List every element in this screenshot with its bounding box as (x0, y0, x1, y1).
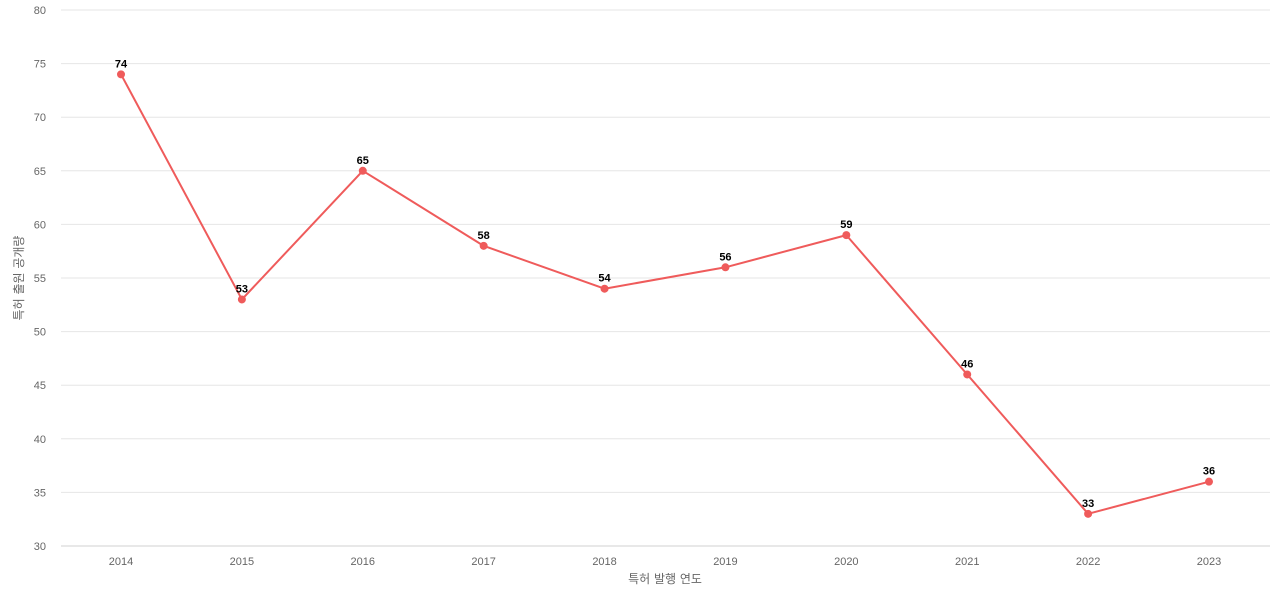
data-label: 58 (478, 230, 490, 242)
x-tick-label: 2017 (471, 556, 495, 568)
data-label: 46 (961, 358, 973, 370)
data-point[interactable] (963, 370, 972, 379)
x-tick-label: 2015 (230, 556, 254, 568)
x-axis-ticks: 2014 2015 2016 2017 2018 2019 2020 2021 2022 2023 (109, 556, 1221, 568)
y-tick-label: 80 (34, 5, 46, 17)
data-label: 54 (598, 273, 611, 285)
data-point[interactable] (600, 284, 609, 293)
data-point[interactable] (237, 295, 246, 304)
data-label: 53 (236, 283, 248, 295)
x-axis-title: 특허 발행 연도 (628, 571, 702, 586)
x-tick-label: 2014 (109, 556, 133, 568)
series-line-group (120, 73, 1210, 515)
x-tick-label: 2021 (955, 556, 979, 568)
x-tick-label: 2023 (1197, 556, 1221, 568)
data-label: 56 (719, 251, 731, 263)
data-label: 74 (115, 58, 128, 70)
data-point[interactable] (1084, 509, 1093, 518)
data-point[interactable] (1205, 477, 1213, 486)
data-points (117, 70, 1213, 518)
y-tick-label: 75 (34, 59, 46, 71)
data-label: 59 (840, 219, 852, 231)
x-tick-label: 2020 (834, 556, 858, 568)
y-tick-label: 55 (34, 273, 46, 285)
data-point[interactable] (358, 166, 367, 175)
y-tick-label: 65 (34, 166, 46, 178)
y-axis-ticks: 30 35 40 45 50 55 60 65 70 75 80 (34, 5, 46, 553)
data-point[interactable] (479, 241, 488, 250)
data-point[interactable] (721, 263, 730, 272)
y-tick-label: 40 (34, 434, 46, 446)
y-tick-label: 45 (34, 380, 46, 392)
x-tick-label: 2016 (351, 556, 375, 568)
data-label: 36 (1203, 466, 1215, 478)
y-tick-label: 70 (34, 112, 46, 124)
x-tick-label: 2019 (713, 556, 737, 568)
data-point[interactable] (842, 231, 851, 240)
x-tick-label: 2022 (1076, 556, 1100, 568)
y-tick-label: 35 (34, 487, 46, 499)
data-label: 33 (1082, 498, 1094, 510)
x-tick-label: 2018 (592, 556, 616, 568)
y-tick-label: 30 (34, 541, 46, 553)
series-line (120, 73, 1210, 515)
data-labels: 74 53 65 58 54 56 59 46 33 36 (115, 58, 1215, 510)
data-label: 65 (357, 155, 369, 167)
y-tick-label: 50 (34, 327, 46, 339)
data-point[interactable] (117, 70, 125, 79)
y-axis-title: 특허 출원 공개량 (12, 236, 26, 321)
y-tick-label: 60 (34, 219, 46, 231)
